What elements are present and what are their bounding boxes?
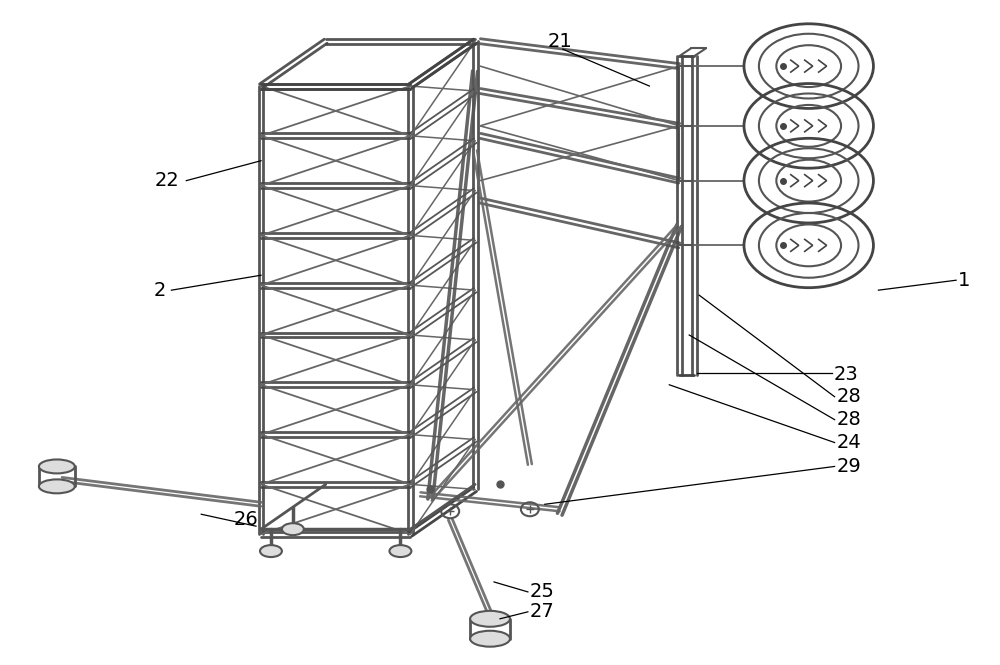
Ellipse shape: [470, 611, 510, 627]
Text: 24: 24: [837, 433, 861, 452]
Text: 23: 23: [834, 365, 858, 384]
Text: 27: 27: [530, 602, 555, 621]
Ellipse shape: [39, 460, 75, 473]
Text: 1: 1: [958, 271, 970, 290]
Text: 26: 26: [234, 509, 258, 529]
Ellipse shape: [389, 545, 411, 557]
Ellipse shape: [39, 479, 75, 493]
Text: 21: 21: [547, 32, 572, 51]
Text: 28: 28: [837, 387, 861, 406]
Ellipse shape: [282, 523, 304, 535]
Ellipse shape: [260, 545, 282, 557]
Text: 22: 22: [155, 171, 179, 190]
Text: 29: 29: [837, 457, 861, 476]
Ellipse shape: [470, 630, 510, 646]
Text: 28: 28: [837, 410, 861, 429]
Text: 2: 2: [154, 281, 166, 300]
Text: 25: 25: [530, 583, 555, 601]
